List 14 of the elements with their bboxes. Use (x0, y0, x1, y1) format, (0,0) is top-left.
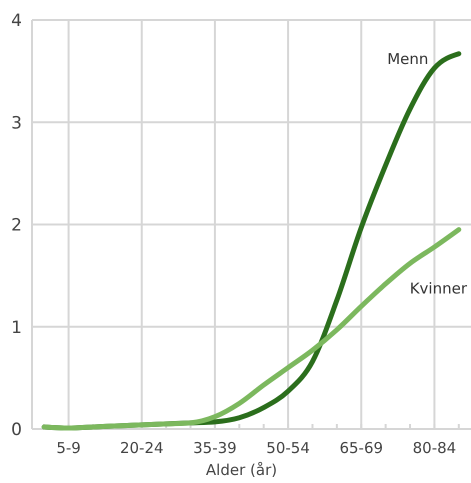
x-tick-label: 35-39 (193, 439, 237, 457)
x-axis-title: Alder (år) (206, 461, 278, 479)
y-tick-label: 2 (11, 216, 22, 236)
y-tick-label: 0 (11, 420, 22, 440)
series-label: Kvinner (410, 279, 468, 298)
y-tick-label: 1 (11, 318, 22, 338)
series-label: Menn (387, 50, 428, 68)
y-tick-label: 4 (11, 11, 22, 31)
x-tick-label: 50-54 (266, 439, 310, 457)
x-tick-label: 65-69 (339, 439, 384, 457)
x-tick-label: 5-9 (56, 439, 81, 457)
x-tick-label: 20-24 (120, 439, 164, 457)
y-tick-label: 3 (11, 113, 22, 134)
x-tick-label: 80-84 (412, 439, 456, 457)
